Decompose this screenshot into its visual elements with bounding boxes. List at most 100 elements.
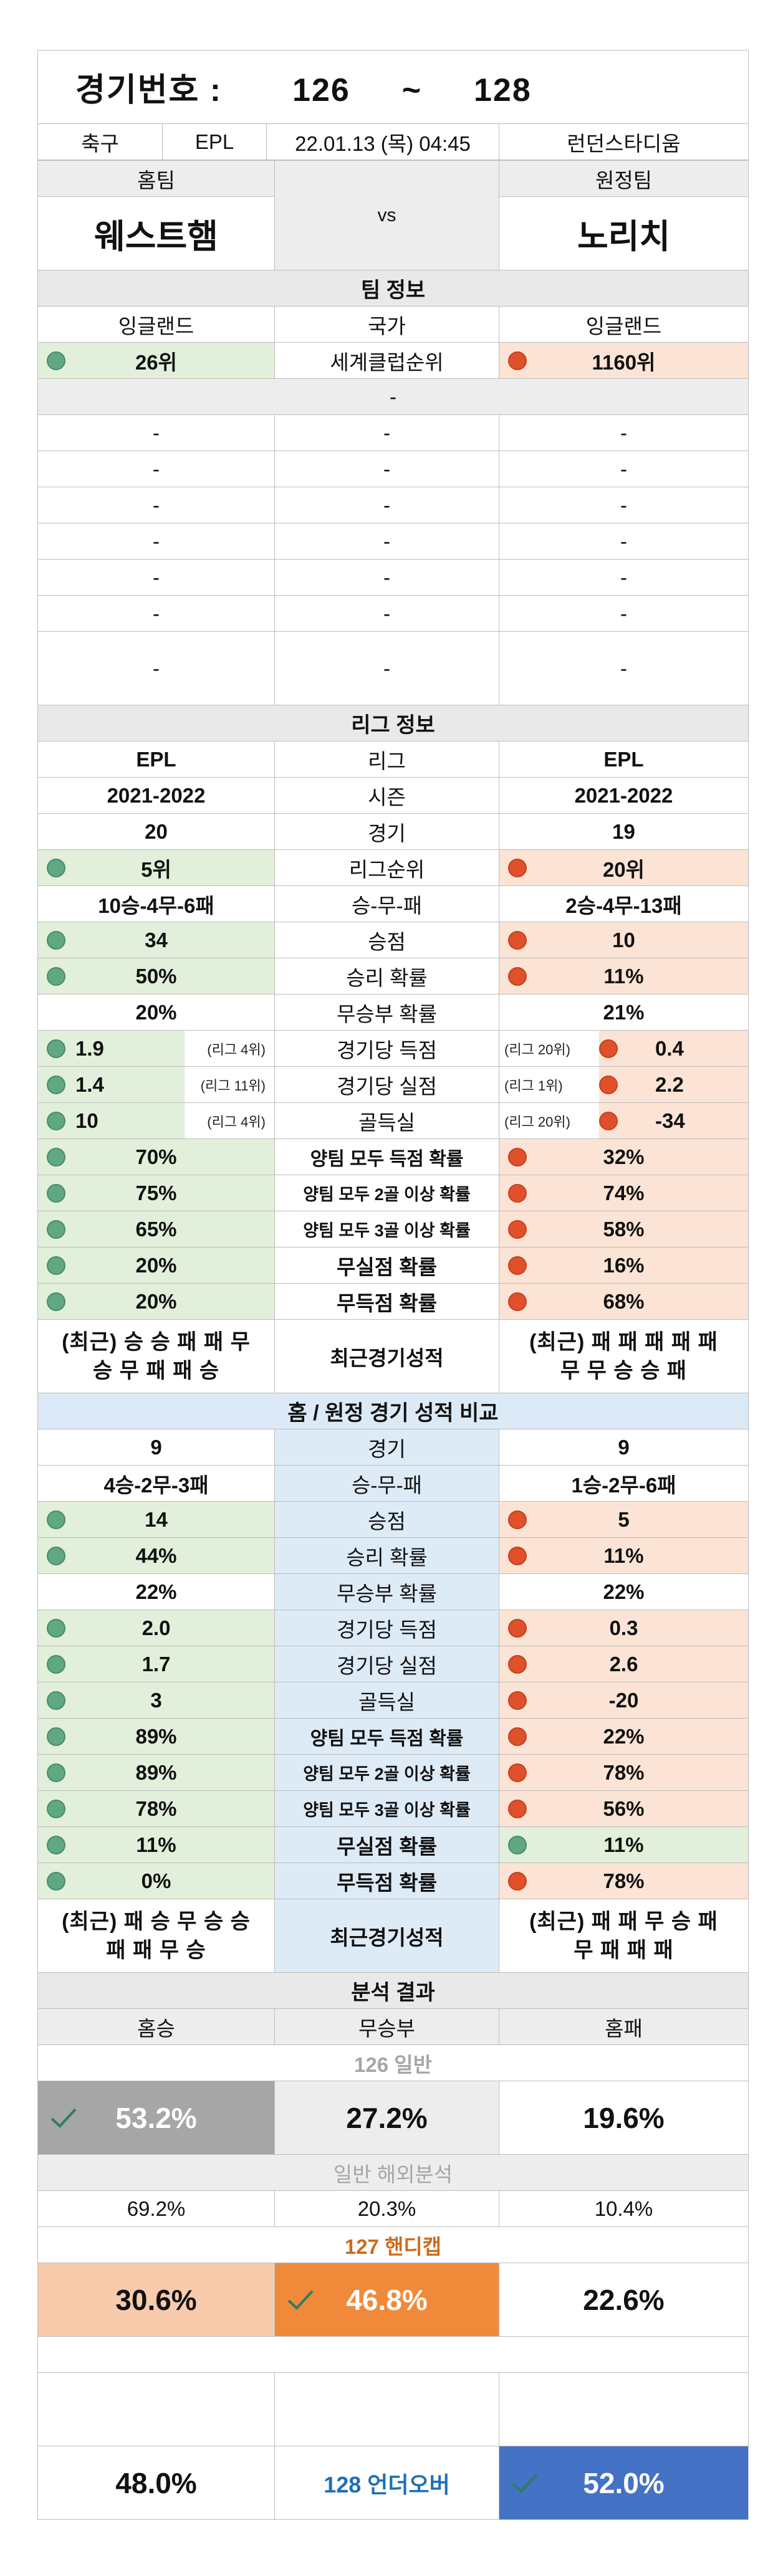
dash-cell: - (37, 559, 275, 596)
dash-cell: - (37, 595, 275, 632)
ha-btts-label: 양팀 모두 득점 확률 (274, 1718, 499, 1755)
dash-cell: - (37, 414, 275, 451)
ha-points-home: 14 (37, 1501, 275, 1538)
analysis-table: 경기번호 : 126 ~ 128 축구 EPL 22.01.13 (목) 04:… (37, 50, 749, 160)
away-world-rank: 1160위 (499, 342, 749, 379)
green-circle-icon (47, 1183, 65, 1203)
red-circle-icon (508, 1219, 527, 1239)
season-label: 시즌 (274, 777, 499, 814)
green-circle-icon (47, 1618, 65, 1638)
btts-away: 32% (499, 1138, 749, 1175)
ha-points-label: 승점 (274, 1501, 499, 1538)
ha-conceded-away: 2.6 (499, 1646, 749, 1682)
record-label: 승-무-패 (274, 885, 499, 922)
green-circle-icon (47, 858, 65, 877)
win-prob-away: 11% (499, 958, 749, 995)
ha-record-label: 승-무-패 (274, 1465, 499, 1502)
both-2goals-label: 양팀 모두 2골 이상 확률 (274, 1175, 499, 1211)
ha-win-prob-label: 승리 확률 (274, 1537, 499, 1574)
goal-diff-label: 골득실 (274, 1102, 499, 1139)
red-circle-icon (508, 1546, 527, 1565)
points-home: 34 (37, 922, 275, 958)
home-country: 잉글랜드 (37, 306, 275, 343)
ha-no-score-away: 78% (499, 1863, 749, 1899)
ha-btts-home: 89% (37, 1718, 275, 1755)
ha-clean-sheet-away: 11% (499, 1826, 749, 1863)
red-circle-icon (508, 1763, 527, 1782)
home-team-label: 홈팀 (37, 160, 275, 197)
goals-per-game-label: 경기당 득점 (274, 1030, 499, 1067)
both-3goals-home: 65% (37, 1211, 275, 1247)
clean-sheet-label: 무실점 확률 (274, 1247, 499, 1284)
blank-cell (37, 2372, 275, 2446)
red-circle-icon (508, 1292, 527, 1311)
win-prob-home: 50% (37, 958, 275, 995)
red-circle-icon (508, 1727, 527, 1746)
ha-points-away: 5 (499, 1501, 749, 1538)
over-value: 52.0% (499, 2446, 749, 2520)
green-circle-icon (47, 1727, 65, 1746)
general-loss: 19.6% (499, 2081, 749, 2155)
dash-cell: - (499, 631, 749, 705)
red-circle-icon (508, 1799, 527, 1818)
red-circle-icon (508, 1654, 527, 1674)
red-circle-icon (599, 1111, 618, 1130)
spacer-row (37, 2336, 749, 2373)
dash-cell: - (274, 559, 499, 596)
dash-cell: - (274, 523, 499, 560)
ha-both-2goals-away: 78% (499, 1754, 749, 1791)
both-3goals-away: 58% (499, 1211, 749, 1247)
dash-cell: - (274, 487, 499, 523)
match-number-from: 126 (292, 72, 350, 108)
sport: 축구 (37, 123, 163, 160)
league-home: EPL (37, 741, 275, 778)
green-circle-icon (47, 1075, 65, 1094)
overseas-label: 일반 해외분석 (37, 2154, 749, 2191)
team-info-title: 팀 정보 (37, 270, 749, 307)
no-score-home: 20% (37, 1283, 275, 1320)
green-circle-icon (47, 1147, 65, 1166)
ha-games-home: 9 (37, 1429, 275, 1466)
ha-goal-diff-home: 3 (37, 1682, 275, 1719)
season-home: 2021-2022 (37, 777, 275, 814)
ha-goal-diff-label: 골득실 (274, 1682, 499, 1719)
green-circle-icon (47, 351, 65, 370)
green-circle-icon (47, 1691, 65, 1710)
goals-per-game-away: (리그 20위) 0.4 (499, 1030, 749, 1067)
ha-both-3goals-home: 78% (37, 1790, 275, 1827)
dash-cell: - (274, 451, 499, 487)
ha-goals-home: 2.0 (37, 1610, 275, 1646)
dash-cell: - (499, 595, 749, 632)
ha-both-2goals-home: 89% (37, 1754, 275, 1791)
dash-cell: - (274, 595, 499, 632)
red-circle-icon (508, 351, 527, 370)
overseas-win: 69.2% (37, 2190, 275, 2227)
green-circle-icon (47, 1799, 65, 1818)
green-circle-icon (47, 1219, 65, 1239)
both-2goals-away: 74% (499, 1175, 749, 1211)
ha-clean-sheet-home: 11% (37, 1826, 275, 1863)
goal-diff-home: 10 (리그 4위) (37, 1102, 275, 1139)
world-rank-label: 세계클럽순위 (274, 342, 499, 379)
ha-record-home: 4승-2무-3패 (37, 1465, 275, 1502)
ha-win-prob-away: 11% (499, 1537, 749, 1574)
home-win-label: 홈승 (37, 2008, 275, 2045)
games-home: 20 (37, 813, 275, 850)
ha-conceded-label: 경기당 실점 (274, 1646, 499, 1682)
red-circle-icon (508, 930, 527, 950)
both-3goals-label: 양팀 모두 3골 이상 확률 (274, 1211, 499, 1247)
checkmark-icon (287, 2290, 314, 2310)
green-circle-icon (47, 1835, 65, 1854)
dash-cell: - (37, 631, 275, 705)
handicap-win: 30.6% (37, 2263, 275, 2337)
vs-label: vs (274, 160, 499, 270)
points-away: 10 (499, 922, 749, 958)
red-circle-icon (599, 1039, 618, 1058)
ha-compare-title: 홈 / 원정 경기 성적 비교 (37, 1393, 749, 1429)
season-away: 2021-2022 (499, 777, 749, 814)
green-circle-icon (47, 966, 65, 986)
ha-games-label: 경기 (274, 1429, 499, 1466)
